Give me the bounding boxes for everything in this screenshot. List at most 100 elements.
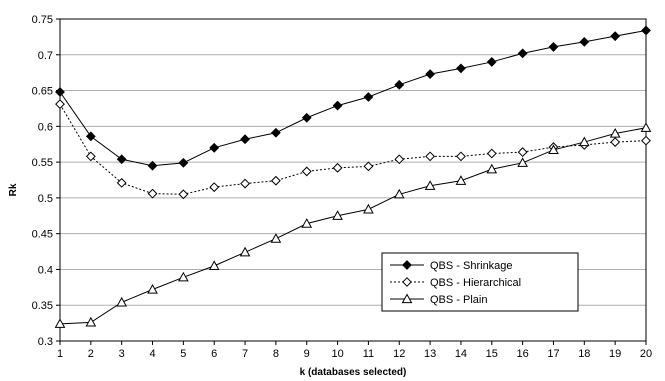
data-point (208, 260, 220, 270)
data-point (270, 127, 281, 138)
legend-marker (402, 260, 412, 270)
data-point (270, 233, 282, 243)
x-tick-label: 15 (486, 348, 498, 360)
data-point (363, 92, 374, 102)
x-tick-label: 18 (578, 348, 590, 360)
data-point (579, 36, 590, 47)
y-axis-title: Rk (8, 183, 19, 196)
data-point (85, 151, 96, 162)
data-point (178, 157, 189, 168)
x-tick-label: 14 (455, 348, 467, 360)
data-point (486, 148, 497, 159)
data-point (517, 48, 528, 59)
y-tick-label: 0.3 (38, 336, 53, 348)
data-point (116, 177, 127, 188)
data-point (517, 157, 528, 167)
y-axis-ticks: 0.3 0.35 0.4 0.45 0.5 0.55 0.6 0.65 0.7 0.75 (32, 14, 60, 348)
series-line (59, 103, 647, 195)
series-line (59, 127, 647, 325)
x-tick-label: 7 (242, 348, 248, 360)
y-tick-label: 0.4 (38, 264, 53, 276)
legend-item: QBS - Plain (390, 293, 487, 306)
data-point (332, 162, 343, 173)
data-point (363, 203, 374, 214)
y-tick-label: 0.35 (32, 300, 53, 312)
x-tick-label: 4 (149, 348, 155, 360)
x-tick-label: 6 (211, 348, 217, 360)
data-point (609, 127, 621, 138)
data-point (85, 131, 96, 142)
data-point (178, 271, 189, 282)
x-tick-label: 17 (547, 348, 559, 360)
x-tick-label: 12 (393, 348, 405, 360)
y-tick-label: 0.55 (32, 157, 53, 169)
y-tick-label: 0.6 (38, 121, 53, 133)
data-point (332, 210, 343, 220)
data-point (456, 151, 466, 162)
data-point (424, 180, 436, 190)
data-point (548, 41, 559, 52)
data-point (610, 137, 621, 147)
data-point (641, 25, 651, 36)
series-1 (55, 25, 651, 171)
series-2 (55, 99, 651, 200)
data-point (301, 112, 312, 123)
x-tick-label: 9 (304, 348, 310, 360)
x-tick-label: 19 (609, 348, 621, 360)
y-tick-label: 0.75 (32, 14, 53, 26)
x-tick-label: 10 (331, 348, 343, 360)
data-point (455, 175, 467, 185)
legend-marker (401, 293, 413, 304)
x-tick-label: 11 (363, 348, 374, 360)
data-point (641, 135, 651, 146)
series-3 (54, 122, 652, 328)
data-point (147, 283, 158, 294)
legend-item: QBS - Shrinkage (390, 260, 513, 272)
data-point (456, 63, 466, 74)
y-tick-label: 0.5 (38, 193, 53, 205)
data-point (116, 296, 128, 307)
grid-lines (60, 54, 646, 306)
data-point (394, 79, 405, 90)
data-point (610, 31, 621, 42)
x-tick-label: 16 (517, 348, 529, 360)
x-tick-label: 8 (273, 348, 279, 360)
x-tick-label: 20 (640, 348, 652, 360)
data-point (147, 160, 158, 171)
data-point (394, 154, 405, 165)
data-point (209, 142, 220, 153)
y-tick-label: 0.45 (32, 229, 53, 241)
data-point (640, 122, 652, 132)
legend-label: QBS - Plain (430, 294, 487, 306)
data-point (85, 316, 97, 327)
data-point (486, 163, 498, 174)
data-point (240, 134, 250, 145)
data-point (548, 144, 559, 155)
data-point (486, 57, 497, 67)
x-axis-title: k (databases selected) (300, 367, 407, 378)
data-point (147, 188, 158, 199)
x-tick-label: 5 (180, 348, 186, 360)
data-point (578, 136, 590, 147)
data-point (363, 161, 374, 172)
data-point (332, 100, 343, 111)
y-tick-label: 0.65 (32, 86, 53, 98)
x-tick-label: 3 (119, 348, 125, 360)
data-point (301, 166, 312, 177)
x-tick-label: 13 (424, 348, 436, 360)
data-point (425, 69, 436, 80)
data-point (116, 154, 127, 165)
data-point (301, 218, 313, 228)
series-line (59, 29, 647, 167)
x-axis-ticks: 1 2 3 4 5 6 7 8 9 10 11 12 13 14 15 16 17 18 19 20 (57, 341, 652, 360)
legend-marker (402, 277, 412, 287)
data-point (239, 246, 251, 257)
plot-area (59, 18, 647, 342)
data-point (55, 87, 65, 97)
data-point (240, 178, 250, 189)
data-point (55, 99, 65, 110)
data-point (425, 151, 436, 162)
data-point (178, 189, 189, 200)
x-tick-label: 2 (88, 348, 94, 360)
